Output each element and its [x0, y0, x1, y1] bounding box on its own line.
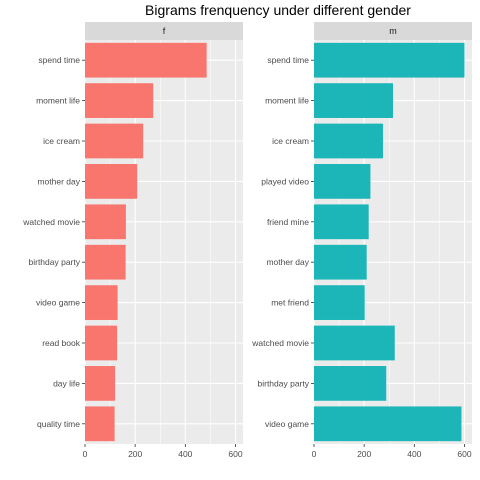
bar-quality-time [85, 406, 115, 442]
facet-panel-m: m spend time moment life ice cream played vi… [251, 22, 472, 459]
bar-mother-day [85, 164, 138, 199]
category-label: watched movie [22, 217, 80, 227]
facet-panels: f spend time moment life ice cream mother da… [22, 22, 472, 459]
category-label: mother day [37, 176, 80, 186]
x-tick-label: 600 [228, 449, 242, 459]
category-label: spend time [267, 55, 309, 65]
category-label: moment life [36, 96, 80, 106]
chart-title: Bigrams frenquency under different gende… [145, 2, 411, 18]
bar-day-life [85, 366, 116, 401]
category-label: quality time [37, 419, 80, 429]
bar-spend-time [314, 42, 465, 78]
bar-moment-life [85, 83, 154, 118]
facet-strip-label: m [389, 26, 397, 36]
bar-mother-day [314, 244, 367, 280]
bar-video-game [314, 406, 462, 442]
x-tick-label: 200 [357, 449, 371, 459]
facet-strip [85, 22, 243, 40]
category-label: video game [265, 419, 309, 429]
category-label: spend time [38, 55, 80, 65]
category-label: played video [261, 176, 309, 186]
facet-strip [314, 22, 472, 40]
category-label: friend mine [267, 217, 309, 227]
x-tick-label: 0 [83, 449, 88, 459]
bar-ice-cream [85, 123, 144, 159]
bar-birthday-party [314, 366, 387, 401]
category-label: read book [42, 338, 81, 348]
bar-spend-time [85, 42, 207, 78]
category-label: ice cream [43, 136, 80, 146]
bar-video-game [85, 285, 118, 320]
bar-met-friend [314, 285, 365, 320]
x-tick-label: 600 [457, 449, 471, 459]
bar-watched-movie [314, 325, 395, 361]
x-tick-label: 0 [312, 449, 317, 459]
facet-panel-f: f spend time moment life ice cream mother da… [22, 22, 243, 459]
category-label: birthday party [29, 257, 81, 267]
x-tick-label: 400 [407, 449, 421, 459]
bar-moment-life [314, 83, 393, 118]
bar-friend-mine [314, 204, 369, 240]
x-tick-label: 200 [128, 449, 142, 459]
bar-watched-movie [85, 204, 126, 240]
category-label: met friend [271, 298, 309, 308]
facet-strip-label: f [163, 26, 166, 36]
bar-birthday-party [85, 244, 126, 280]
category-label: watched movie [251, 338, 309, 348]
category-label: moment life [265, 96, 309, 106]
category-label: day life [53, 378, 80, 388]
category-label: ice cream [272, 136, 309, 146]
bar-played-video [314, 164, 371, 199]
x-tick-label: 400 [178, 449, 192, 459]
category-label: video game [36, 298, 80, 308]
bar-ice-cream [314, 123, 383, 159]
bar-read-book [85, 325, 118, 361]
category-label: birthday party [258, 378, 310, 388]
category-label: mother day [266, 257, 309, 267]
